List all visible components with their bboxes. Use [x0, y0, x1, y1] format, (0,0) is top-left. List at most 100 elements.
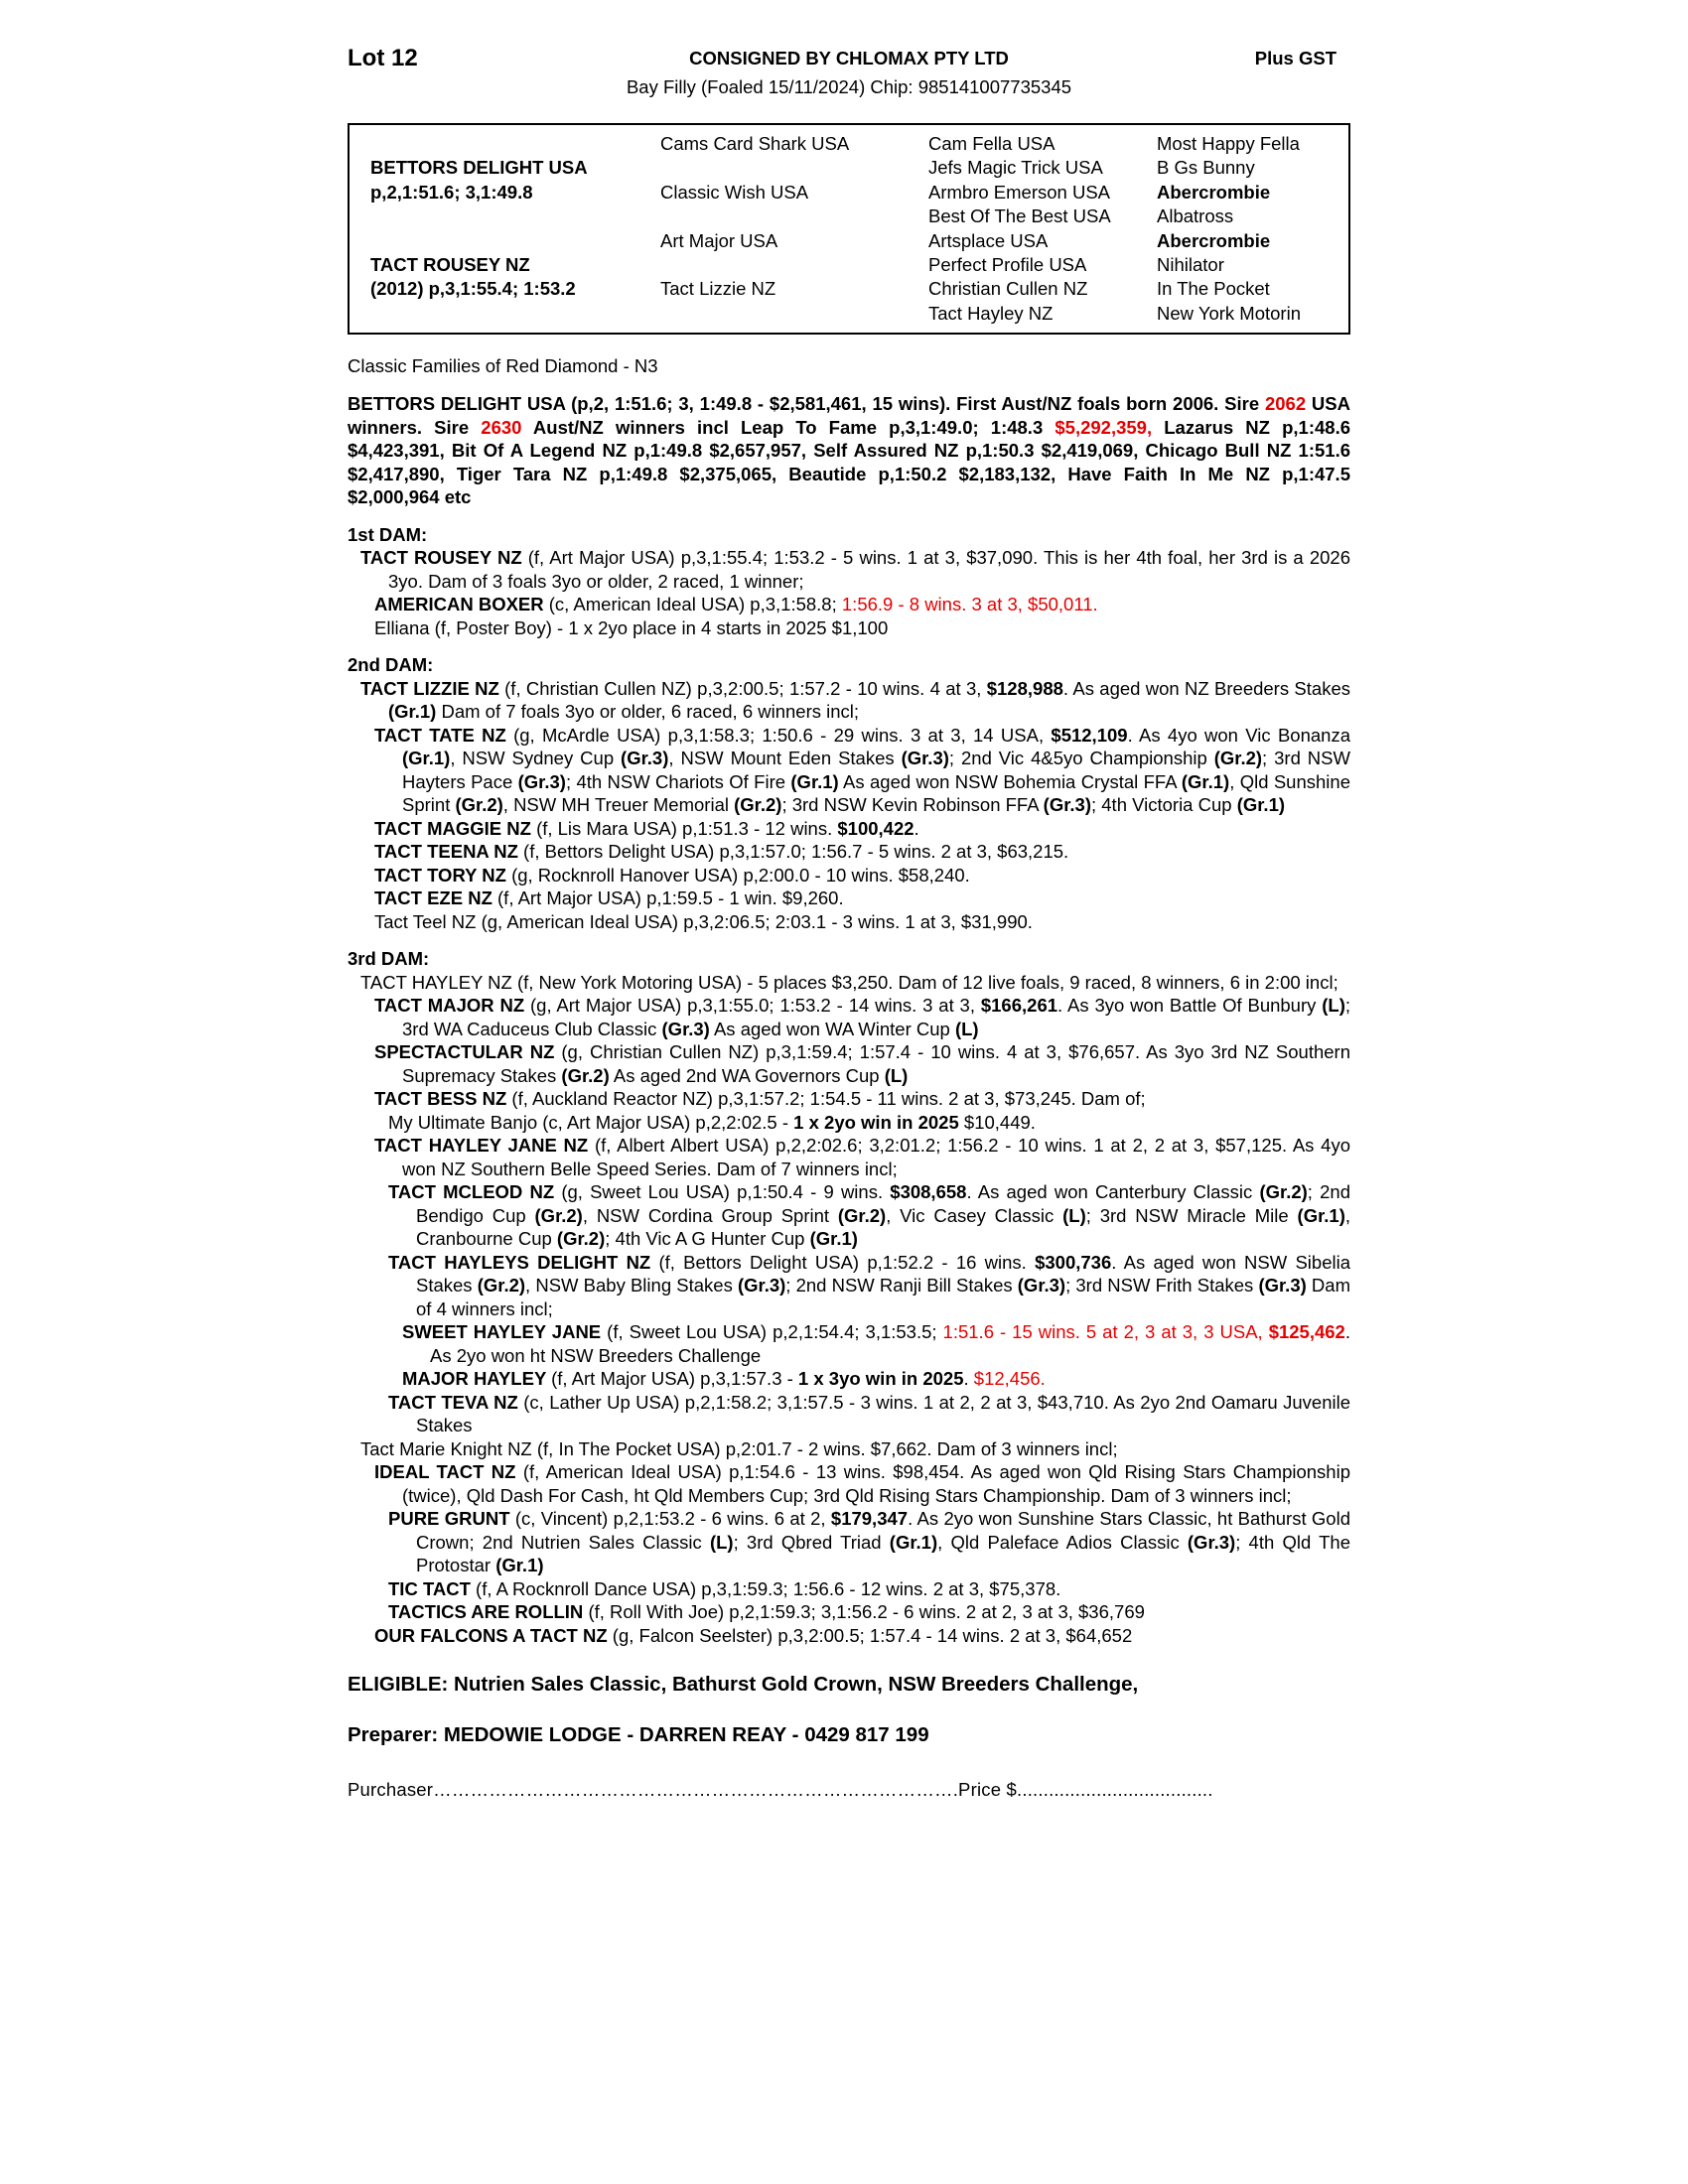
pedigree-cell: Abercrombie	[1157, 181, 1271, 203]
text-segment: TACT MAGGIE NZ	[374, 817, 537, 839]
text-segment: (f, Art Major USA) p,3,1:55.4; 1:53.2 - …	[388, 547, 1350, 592]
pedigree-entry: AMERICAN BOXER (c, American Ideal USA) p…	[348, 593, 1350, 616]
pedigree-cell: Artsplace USA	[928, 229, 1049, 251]
text-segment: (L)	[954, 1018, 979, 1039]
pedigree-entry: TACT ROUSEY NZ (f, Art Major USA) p,3,1:…	[348, 546, 1350, 593]
text-segment: TACT TATE NZ	[374, 724, 514, 746]
text-segment: ; 2nd Bendigo Cup	[416, 1181, 1350, 1226]
pedigree-table: Cams Card Shark USA Cam Fella USA Most Hap…	[348, 122, 1350, 335]
text-segment: (L)	[884, 1064, 909, 1086]
pedigree-row: Best Of The Best USA Albatross	[370, 205, 1340, 228]
pedigree-entry: TACTICS ARE ROLLIN (f, Roll With Joe) p,…	[348, 1600, 1350, 1624]
text-segment: $5,292,359,	[1055, 416, 1153, 438]
text-segment: . As 2yo won ht NSW Breeders Challenge	[430, 1321, 1350, 1366]
text-segment: $308,658	[890, 1181, 967, 1203]
text-segment: TACTICS ARE ROLLIN	[388, 1601, 589, 1623]
pedigree-cell: Jefs Magic Trick USA	[928, 157, 1103, 179]
text-segment: $166,261	[980, 995, 1058, 1017]
pedigree-entry: Tact Marie Knight NZ (f, In The Pocket U…	[348, 1437, 1350, 1461]
text-segment: MAJOR HAYLEY	[402, 1368, 552, 1390]
text-segment: (Gr.3)	[661, 1018, 710, 1039]
pedigree-cell: In The Pocket	[1157, 278, 1270, 300]
text-segment: Dam of 4 winners incl;	[416, 1275, 1350, 1319]
text-segment: , NSW Baby Bling Stakes	[525, 1275, 738, 1297]
text-segment: ; 4th Vic A G Hunter Cup	[605, 1228, 810, 1250]
text-segment: (f, Albert Albert USA) p,2,2:02.6; 3,2:0…	[402, 1135, 1350, 1179]
text-segment: (f, Art Major USA) p,1:59.5 - 1 win. $9,…	[497, 887, 844, 909]
text-segment: , Vic Casey Classic	[886, 1204, 1063, 1226]
pedigree-entry: TACT TATE NZ (g, McArdle USA) p,3,1:58.3…	[348, 724, 1350, 817]
text-segment: (Gr.3)	[737, 1275, 786, 1297]
pedigree-row: Art Major USA Artsplace USA Abercrombie	[370, 228, 1340, 252]
text-segment: (g, Christian Cullen NZ) p,3,1:59.4; 1:5…	[402, 1041, 1350, 1086]
text-segment: (Gr.2)	[477, 1275, 526, 1297]
text-segment: TACT HAYLEY NZ (f, New York Motoring USA…	[360, 971, 1338, 993]
text-segment: Tact Marie Knight NZ (f, In The Pocket U…	[360, 1437, 1118, 1459]
text-segment: TACT MCLEOD NZ	[388, 1181, 562, 1203]
text-segment: (Gr.1)	[1181, 770, 1230, 792]
sire-summary: BETTORS DELIGHT USA (p,2, 1:51.6; 3, 1:4…	[348, 392, 1350, 509]
text-segment: (Gr.2)	[1213, 748, 1263, 769]
text-segment: (L)	[1062, 1204, 1086, 1226]
text-segment: (Gr.1)	[889, 1531, 938, 1553]
dam-sections: 1st DAM: TACT ROUSEY NZ (f, Art Major USA…	[348, 523, 1350, 1648]
pedigree-cell: Albatross	[1157, 205, 1234, 227]
pedigree-cell: Classic Wish USA	[660, 181, 809, 203]
text-segment: (f, A Rocknroll Dance USA) p,3,1:59.3; 1…	[476, 1577, 1061, 1599]
text-segment: , Qld Sunshine Sprint	[402, 770, 1350, 816]
text-segment: TACT TORY NZ	[374, 864, 512, 886]
text-segment: (f, Roll With Joe) p,2,1:59.3; 3,1:56.2 …	[588, 1601, 1145, 1623]
text-segment: ; 4th Victoria Cup	[1090, 794, 1237, 816]
text-segment: (f, American Ideal USA) p,1:54.6 - 13 wi…	[402, 1461, 1350, 1506]
text-segment: , NSW Cordina Group Sprint	[582, 1204, 838, 1226]
text-segment: ; 4th Qld The Protostar	[416, 1531, 1350, 1576]
pedigree-entry: TACT TORY NZ (g, Rocknroll Hanover USA) …	[348, 864, 1350, 887]
pedigree-entry: TACT TEENA NZ (f, Bettors Delight USA) p…	[348, 840, 1350, 864]
text-segment: Elliana (f, Poster Boy) - 1 x 2yo place …	[374, 616, 889, 638]
eligible-note: ELIGIBLE: Nutrien Sales Classic, Bathurs…	[348, 1673, 1139, 1697]
text-segment: (Gr.1)	[388, 701, 437, 723]
text-segment: ; 3rd NSW Miracle Mile	[1085, 1204, 1298, 1226]
text-segment: , NSW MH Treuer Memorial	[502, 794, 735, 816]
text-segment: (c, Vincent) p,2,1:53.2 - 6 wins. 6 at 2…	[514, 1508, 831, 1530]
text-segment: TIC TACT	[388, 1577, 477, 1599]
text-segment: PURE GRUNT	[388, 1508, 515, 1530]
text-segment: USA winners. Sire	[348, 393, 1350, 438]
plus-gst-label: Plus GST	[1254, 48, 1336, 68]
text-segment: ; 3rd NSW Kevin Robinson FFA	[781, 794, 1044, 816]
text-segment: TACT TEENA NZ	[374, 841, 524, 863]
pedigree-entry: Tact Teel NZ (g, American Ideal USA) p,3…	[348, 910, 1350, 934]
pedigree-cell: Nihilator	[1157, 253, 1224, 275]
pedigree-cell: Cams Card Shark USA	[660, 132, 850, 154]
text-segment: (Gr.1)	[402, 748, 451, 769]
text-segment: TACT HAYLEY JANE NZ	[374, 1135, 595, 1157]
text-segment: $10,449.	[958, 1111, 1036, 1133]
text-segment: As aged won NSW Bohemia Crystal FFA	[838, 770, 1182, 792]
pedigree-cell: (2012) p,3,1:55.4; 1:53.2	[370, 278, 576, 300]
pedigree-cell: Cam Fella USA	[928, 132, 1055, 154]
pedigree-entry: MAJOR HAYLEY (f, Art Major USA) p,3,1:57…	[348, 1367, 1350, 1391]
text-segment: (Gr.3)	[901, 748, 949, 769]
pedigree-entry: Elliana (f, Poster Boy) - 1 x 2yo place …	[348, 616, 1350, 640]
text-segment: ; 3rd NSW Frith Stakes	[1065, 1275, 1259, 1297]
text-segment: , NSW Sydney Cup	[450, 748, 622, 769]
text-segment: (f, Sweet Lou USA) p,2,1:54.4; 3,1:53.5;	[607, 1321, 943, 1343]
text-segment: ; 2nd Vic 4&5yo Championship	[948, 748, 1214, 769]
text-segment: (Gr.3)	[621, 748, 669, 769]
pedigree-cell: Abercrombie	[1157, 229, 1271, 251]
text-segment: (Gr.1)	[790, 770, 839, 792]
section-title: 1st DAM:	[348, 523, 428, 545]
text-segment: 1 x 3yo win in 2025	[797, 1368, 964, 1390]
text-segment: SPECTACTULAR NZ	[374, 1041, 562, 1063]
text-segment: 2630	[481, 416, 522, 438]
text-segment: 2062	[1264, 393, 1307, 415]
text-segment: TACT MAJOR NZ	[374, 995, 530, 1017]
pedigree-cell: Art Major USA	[660, 229, 778, 251]
text-segment: Lazarus NZ p,1:48.6 $4,423,391, Bit Of A…	[348, 416, 1350, 508]
text-segment: ; 4th NSW Chariots Of Fire	[565, 770, 791, 792]
pedigree-entry: TACT HAYLEY JANE NZ (f, Albert Albert US…	[348, 1134, 1350, 1180]
text-segment: (Gr.3)	[1187, 1531, 1236, 1553]
consignor-title: CONSIGNED BY CHLOMAX PTY LTD	[689, 48, 1009, 68]
text-segment: (L)	[709, 1531, 734, 1553]
pedigree-entry: TACT LIZZIE NZ (f, Christian Cullen NZ) …	[348, 677, 1350, 724]
